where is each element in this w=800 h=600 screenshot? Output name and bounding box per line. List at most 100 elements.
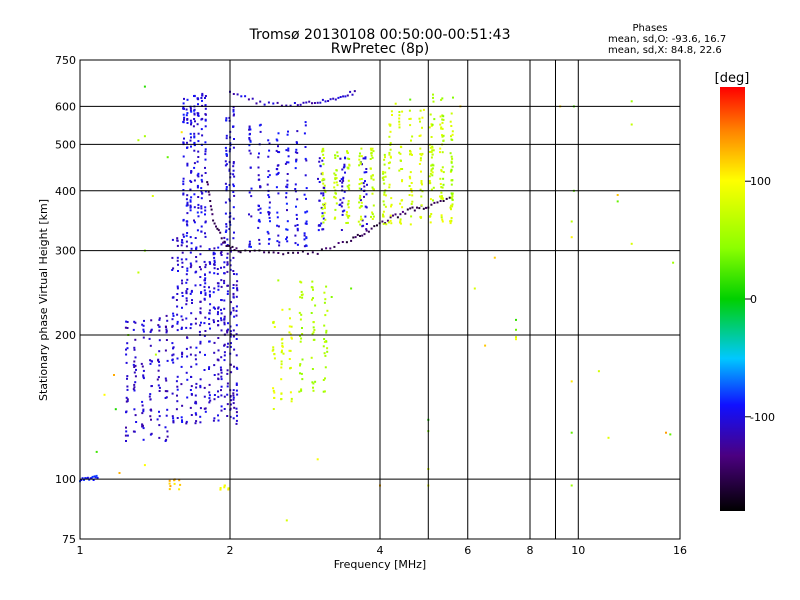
data-point (212, 219, 215, 222)
data-point (334, 98, 337, 101)
data-point (91, 475, 94, 478)
data-point (329, 98, 332, 101)
data-point (371, 213, 374, 216)
data-point (229, 403, 232, 406)
data-point (190, 385, 193, 388)
data-point (258, 152, 260, 155)
data-point (669, 433, 672, 436)
data-point (319, 224, 322, 227)
data-point (296, 151, 299, 154)
data-point (213, 321, 215, 324)
data-point (276, 211, 279, 214)
data-point (441, 186, 444, 189)
data-point (442, 139, 445, 142)
data-point (196, 186, 199, 189)
data-point (201, 99, 203, 102)
data-point (193, 149, 196, 152)
data-point (255, 102, 258, 105)
data-point (223, 236, 226, 239)
data-point (83, 478, 85, 481)
data-point (224, 160, 227, 163)
data-point (189, 346, 192, 349)
data-point (394, 213, 397, 216)
data-point (190, 196, 193, 199)
data-point (217, 390, 219, 393)
data-point (258, 178, 261, 181)
data-point (304, 157, 307, 160)
data-point (125, 440, 127, 442)
data-point (181, 282, 184, 285)
data-point (359, 194, 362, 197)
data-point (419, 120, 421, 123)
data-point (273, 396, 276, 399)
data-point (401, 199, 404, 202)
data-point (195, 346, 198, 349)
data-point (360, 188, 363, 190)
data-point (382, 222, 385, 225)
data-point (126, 385, 129, 388)
data-point (311, 381, 314, 384)
data-point (220, 237, 223, 240)
data-point (172, 267, 175, 270)
data-point (323, 205, 326, 207)
data-point (312, 389, 315, 392)
data-point (313, 338, 316, 341)
data-point (370, 215, 372, 218)
data-point (287, 155, 290, 158)
data-point (327, 100, 330, 102)
data-point (235, 389, 238, 392)
data-point (419, 109, 422, 112)
data-point (323, 324, 326, 327)
data-point (195, 260, 198, 263)
data-point (312, 386, 314, 389)
data-point (235, 366, 238, 369)
data-point (272, 102, 275, 105)
data-point (342, 176, 345, 179)
data-point (365, 229, 368, 232)
data-point (335, 177, 338, 180)
data-point (440, 186, 443, 189)
data-point (215, 225, 217, 228)
y-tick-label: 750 (55, 54, 76, 67)
data-point (350, 239, 353, 242)
data-point (295, 205, 297, 208)
data-point (360, 155, 363, 158)
data-point (287, 147, 290, 150)
data-point (268, 216, 271, 219)
data-point (288, 358, 291, 360)
data-point (296, 198, 299, 201)
data-point (450, 161, 453, 164)
data-point (323, 211, 326, 214)
data-point (349, 90, 352, 93)
data-point (345, 222, 348, 224)
data-point (321, 212, 324, 215)
data-point (339, 198, 342, 201)
data-point (451, 195, 454, 198)
data-point (169, 485, 172, 488)
data-point (295, 158, 298, 161)
data-point (322, 192, 325, 195)
data-point (200, 190, 203, 193)
data-point (410, 203, 413, 205)
data-point (190, 264, 193, 267)
data-point (372, 150, 375, 153)
data-point (428, 126, 431, 129)
data-point (180, 315, 183, 318)
data-point (410, 182, 413, 184)
data-point (181, 261, 184, 264)
data-point (341, 210, 344, 213)
data-point (341, 181, 344, 184)
data-point (433, 118, 436, 121)
data-point (190, 123, 192, 126)
data-point (208, 401, 211, 404)
data-point (249, 152, 252, 155)
data-point (285, 519, 288, 522)
data-point (232, 173, 235, 176)
data-point (296, 229, 299, 232)
data-point (149, 433, 152, 436)
data-point (419, 147, 422, 150)
data-point (232, 106, 235, 109)
data-point (348, 184, 351, 187)
data-point (288, 331, 291, 334)
data-point (422, 108, 425, 111)
